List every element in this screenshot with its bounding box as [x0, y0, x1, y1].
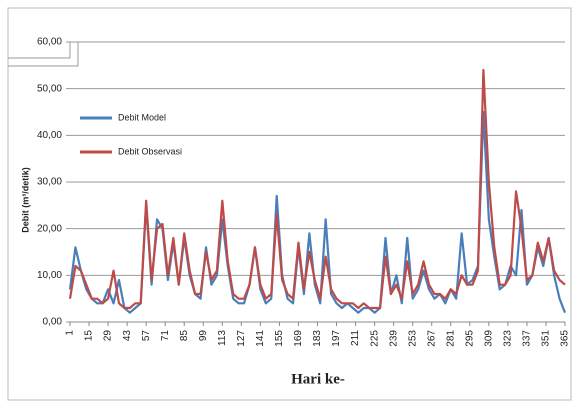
y-tick-label: 40,00	[37, 130, 62, 141]
legend-label: Debit Model	[118, 112, 166, 122]
x-axis-label: Hari ke-	[291, 371, 345, 387]
y-tick-label: 0,00	[43, 317, 63, 328]
x-tick-label: 365	[560, 330, 571, 347]
x-tick-label: 225	[369, 330, 380, 347]
x-tick-label: 29	[103, 330, 114, 342]
x-tick-label: 337	[522, 330, 533, 347]
x-tick-label: 43	[122, 330, 133, 342]
x-tick-label: 239	[388, 330, 399, 347]
x-tick-label: 169	[293, 330, 304, 347]
x-tick-label: 351	[541, 330, 552, 347]
x-tick-label: 323	[503, 330, 514, 347]
x-tick-label: 309	[483, 330, 494, 347]
legend-label: Debit Observasi	[118, 146, 182, 156]
series-line	[68, 68, 566, 310]
y-tick-label: 60,00	[37, 37, 62, 48]
x-tick-label: 1	[65, 330, 76, 336]
x-tick-label: 253	[407, 330, 418, 347]
y-tick-label: 20,00	[37, 223, 62, 234]
x-tick-label: 197	[331, 330, 342, 347]
x-tick-label: 99	[198, 330, 209, 342]
x-tick-label: 127	[236, 330, 247, 347]
chart-frame	[7, 7, 572, 401]
y-tick-label: 30,00	[37, 177, 62, 188]
x-tick-label: 85	[179, 330, 190, 342]
x-tick-label: 113	[217, 330, 228, 346]
y-tick-label: 10,00	[37, 270, 62, 281]
x-tick-label: 211	[350, 330, 361, 346]
x-tick-label: 71	[160, 330, 171, 342]
x-tick-label: 57	[141, 330, 152, 342]
x-tick-label: 281	[445, 330, 456, 347]
x-tick-label: 267	[426, 330, 437, 347]
x-tick-label: 295	[464, 330, 475, 347]
x-tick-label: 155	[274, 330, 285, 347]
corner-mark	[8, 42, 79, 67]
x-tick-label: 141	[255, 330, 266, 347]
x-tick-label: 15	[84, 330, 95, 342]
x-tick-label: 183	[312, 330, 323, 347]
y-tick-label: 50,00	[37, 83, 62, 94]
y-axis-label: Debit (m³/detik)	[20, 167, 30, 233]
